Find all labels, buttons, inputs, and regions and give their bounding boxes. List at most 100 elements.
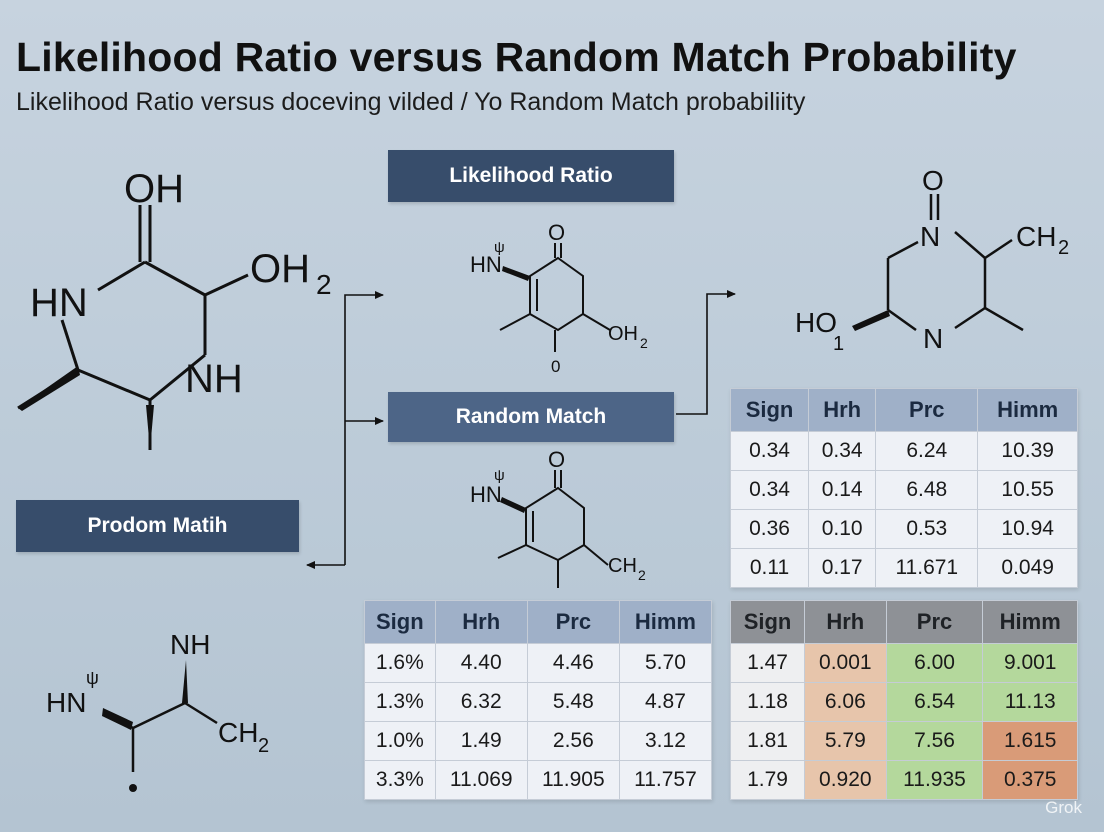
table-header: Prc	[526, 600, 620, 644]
table-cell: 6.00	[885, 643, 984, 683]
table-cell: 0.34	[808, 431, 877, 471]
table-cell: 11.935	[885, 760, 984, 800]
table-cell: 1.3%	[364, 682, 436, 722]
table-row: 3.3% 11.069 11.905 11.757	[364, 760, 713, 800]
table-header: Sign	[364, 600, 436, 644]
table-cell: 11.671	[875, 548, 979, 588]
table-cell: 4.46	[526, 643, 620, 683]
table-cell: 6.48	[875, 470, 979, 510]
center-bottom-hn: HN	[470, 482, 502, 507]
table-cell: 0.34	[729, 431, 810, 471]
table-right-top: Sign Hrh Prc Himm 0.34 0.34 6.24 10.39 0…	[729, 388, 1078, 588]
table-cell: 2.56	[526, 721, 620, 761]
left-bottom-mark: ψ	[86, 668, 99, 688]
table-header: Sign	[729, 388, 810, 432]
left-large-nh: NH	[185, 357, 243, 401]
table-cell: 0.17	[808, 548, 877, 588]
table-cell: 0.375	[982, 760, 1078, 800]
right-top-o: O	[922, 165, 944, 196]
right-top-ho-sub: 1	[833, 333, 844, 355]
center-top-o: O	[548, 220, 565, 245]
table-right-bottom: Sign Hrh Prc Himm 1.47 0.001 6.00 9.001 …	[729, 600, 1078, 800]
table-cell: 0.10	[808, 509, 877, 549]
center-bottom-ch2-sub: 2	[638, 567, 646, 583]
table-cell: 1.6%	[364, 643, 436, 683]
table-cell: 10.94	[977, 509, 1078, 549]
molecule-left-large	[17, 205, 249, 450]
prodom-match-label: Prodom Matih	[16, 500, 299, 552]
center-bottom-o: O	[548, 447, 565, 472]
table-cell: 0.14	[808, 470, 877, 510]
table-cell: 0.11	[729, 548, 810, 588]
random-match-label: Random Match	[388, 392, 674, 442]
table-cell: 10.39	[977, 431, 1078, 471]
right-top-ch2: CH	[1016, 221, 1056, 252]
center-top-hn: HN	[470, 252, 502, 277]
center-top-oh2: OH	[608, 323, 638, 345]
table-cell: 0.920	[804, 760, 887, 800]
center-top-oh2-sub: 2	[640, 335, 648, 351]
table-cell: 1.81	[729, 721, 806, 761]
molecule-right-top	[852, 194, 1024, 332]
molecule-center-bottom	[497, 470, 609, 588]
table-cell: 6.24	[875, 431, 979, 471]
left-bottom-dot	[129, 784, 137, 792]
center-top-zero: 0	[551, 357, 560, 376]
table-cell: 4.40	[434, 643, 528, 683]
arrow-to-likelihood	[344, 291, 384, 565]
table-cell: 1.18	[729, 682, 806, 722]
table-cell: 1.79	[729, 760, 806, 800]
left-bottom-ch2: CH	[218, 717, 258, 748]
table-cell: 6.06	[804, 682, 887, 722]
connector-arrows	[306, 290, 736, 569]
table-cell: 4.87	[618, 682, 713, 722]
table-center-bottom: Sign Hrh Prc Himm 1.6% 4.40 4.46 5.70 1.…	[364, 600, 713, 800]
table-cell: 3.3%	[364, 760, 436, 800]
table-cell: 11.757	[618, 760, 713, 800]
table-cell: 0.001	[804, 643, 887, 683]
right-top-ch2-sub: 2	[1058, 237, 1069, 259]
left-large-oh-top: OH	[124, 167, 184, 211]
center-top-mark: ψ	[494, 239, 505, 256]
center-bottom-ch2: CH	[608, 555, 637, 577]
table-row: 1.3% 6.32 5.48 4.87	[364, 682, 713, 722]
table-cell: 0.049	[977, 548, 1078, 588]
arrow-to-right-molecule	[676, 290, 736, 415]
table-cell: 7.56	[885, 721, 984, 761]
table-header: Hrh	[804, 600, 887, 644]
table-row: 1.79 0.920 11.935 0.375	[729, 760, 1078, 800]
table-cell: 5.70	[618, 643, 713, 683]
table-cell: 9.001	[982, 643, 1078, 683]
left-bottom-nh: NH	[170, 629, 210, 660]
table-cell: 6.54	[885, 682, 984, 722]
table-cell: 0.34	[729, 470, 810, 510]
right-top-n-bottom: N	[923, 323, 943, 354]
table-cell: 6.32	[434, 682, 528, 722]
table-header: Himm	[618, 600, 713, 644]
table-cell: 1.49	[434, 721, 528, 761]
page-subtitle: Likelihood Ratio versus doceving vilded …	[16, 88, 806, 116]
table-row: 0.11 0.17 11.671 0.049	[729, 548, 1078, 588]
table-cell: 1.615	[982, 721, 1078, 761]
table-row: 0.36 0.10 0.53 10.94	[729, 509, 1078, 549]
table-cell: 5.48	[526, 682, 620, 722]
table-row: 1.6% 4.40 4.46 5.70	[364, 643, 713, 683]
table-header: Prc	[875, 388, 979, 432]
table-header: Hrh	[434, 600, 528, 644]
left-large-hn: HN	[30, 281, 88, 325]
table-cell: 0.36	[729, 509, 810, 549]
table-row: 1.0% 1.49 2.56 3.12	[364, 721, 713, 761]
left-bottom-ch2-sub: 2	[258, 735, 269, 757]
molecule-center-top	[499, 243, 611, 352]
table-cell: 11.069	[434, 760, 528, 800]
right-top-n: N	[920, 221, 940, 252]
table-cell: 11.13	[982, 682, 1078, 722]
table-cell: 11.905	[526, 760, 620, 800]
table-cell: 1.0%	[364, 721, 436, 761]
molecule-left-bottom	[102, 660, 218, 772]
table-row: 1.47 0.001 6.00 9.001	[729, 643, 1078, 683]
watermark: Grok	[1045, 798, 1082, 817]
left-large-oh2-sub: 2	[316, 269, 332, 300]
table-row: 0.34 0.14 6.48 10.55	[729, 470, 1078, 510]
